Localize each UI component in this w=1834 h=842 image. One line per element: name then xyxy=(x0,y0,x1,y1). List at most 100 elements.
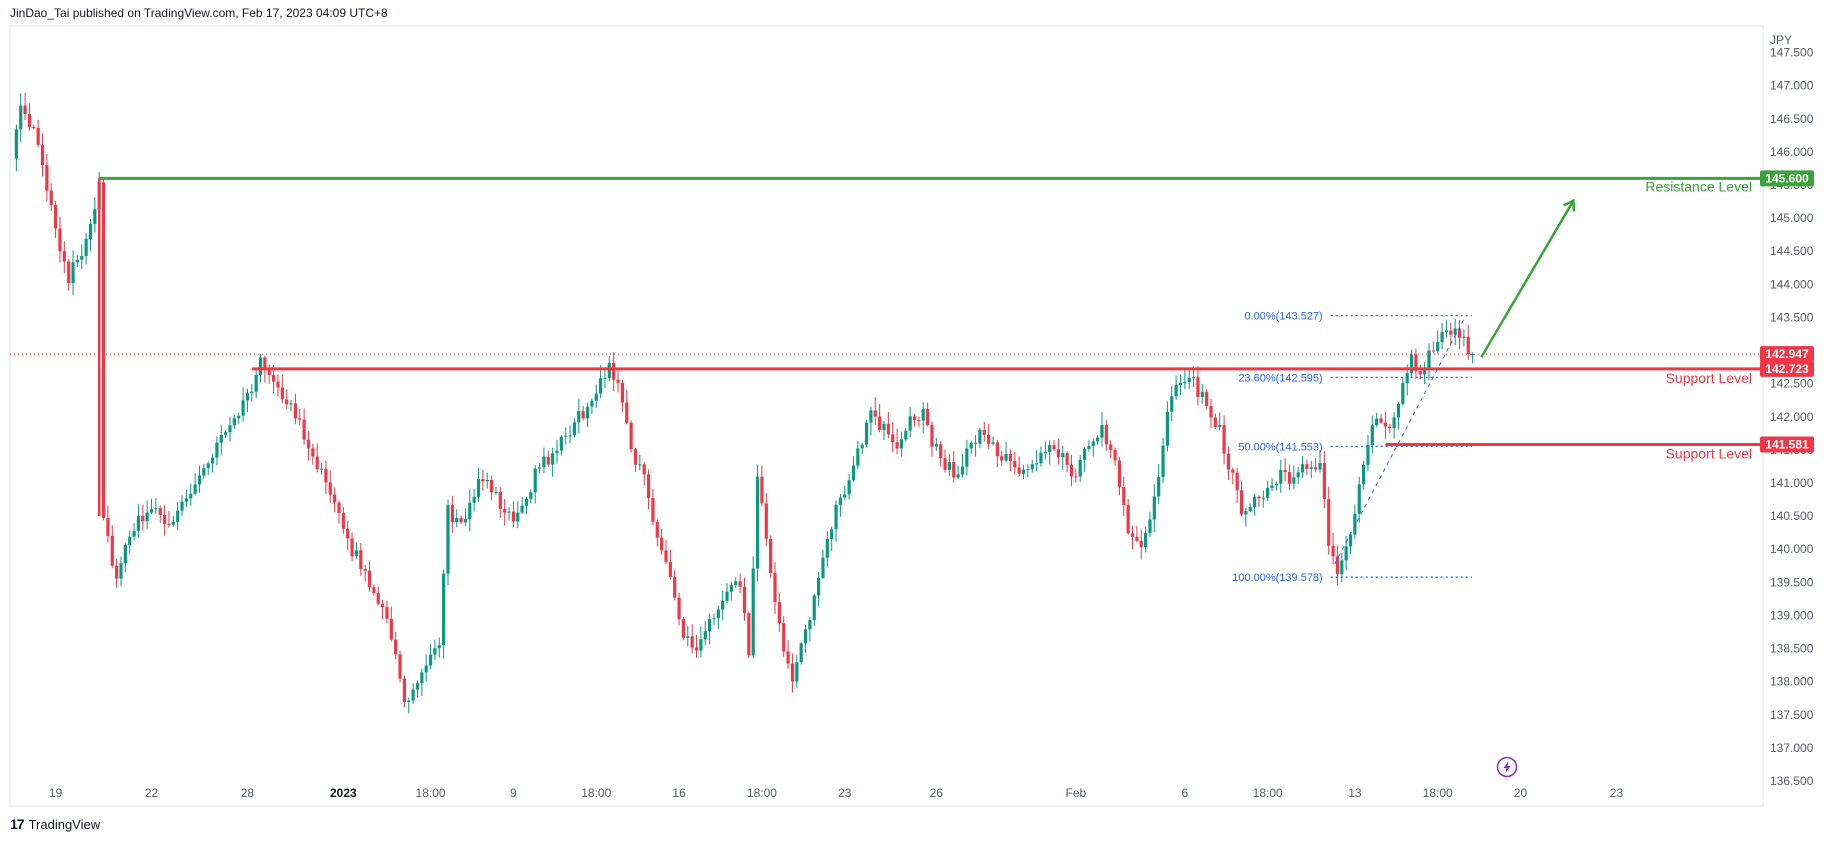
candle-body xyxy=(1104,425,1108,445)
candle-body xyxy=(1471,353,1475,355)
candle-body xyxy=(1165,411,1169,446)
candle-body xyxy=(1375,418,1379,426)
candle-body xyxy=(145,512,149,522)
candle-body xyxy=(1218,425,1222,427)
x-tick-label: 18:00 xyxy=(1253,786,1283,800)
candle-body xyxy=(1444,330,1449,333)
candle-body xyxy=(594,393,598,401)
x-tick-label: 26 xyxy=(930,786,944,800)
tradingview-logo[interactable]: 17 TradingView xyxy=(10,816,100,832)
candle-body xyxy=(1078,459,1082,477)
x-tick-label: 19 xyxy=(49,786,63,800)
candle-body xyxy=(1144,533,1148,548)
candle-body xyxy=(324,468,328,483)
candle-body xyxy=(389,618,393,640)
candle-body xyxy=(289,403,293,405)
candle-body xyxy=(1113,449,1117,461)
price-badge xyxy=(1760,360,1814,377)
candle-body xyxy=(987,434,991,444)
candle-body xyxy=(267,369,271,375)
candle-body xyxy=(612,362,616,380)
candle-body xyxy=(372,587,376,594)
candle-body xyxy=(577,411,581,423)
candle-body xyxy=(516,512,520,522)
fib-level-label: 100.00%(139.578) xyxy=(1232,572,1323,584)
candle-body xyxy=(725,591,729,601)
candle-body xyxy=(272,374,276,382)
candle-body xyxy=(455,518,459,523)
candle-body xyxy=(428,654,433,666)
candle-body xyxy=(171,521,175,525)
candle-body xyxy=(1457,328,1462,338)
y-tick-label: 146.000 xyxy=(1770,145,1814,159)
candle-body xyxy=(616,379,620,383)
candle-body xyxy=(407,700,411,702)
candle-body xyxy=(123,545,127,564)
y-tick-label: 140.000 xyxy=(1770,542,1814,556)
price-axis[interactable]: 136.500 137.000 137.500 138.000 138.500 139.0… xyxy=(1770,46,1814,788)
x-tick-label: 9 xyxy=(510,786,517,800)
candle-body xyxy=(1292,477,1296,484)
candle-body xyxy=(359,550,363,569)
candle-body xyxy=(14,129,18,159)
candle-body xyxy=(926,409,930,426)
x-tick-label: 18:00 xyxy=(747,786,777,800)
y-tick-label: 144.000 xyxy=(1770,277,1814,291)
candle-body xyxy=(537,467,542,469)
candle-body xyxy=(446,505,450,574)
candle-body xyxy=(1388,426,1392,429)
candle-body xyxy=(712,618,716,620)
candle-body xyxy=(1000,456,1004,461)
candle-body xyxy=(215,442,219,458)
candle-body xyxy=(742,587,747,614)
candle-body xyxy=(1279,470,1283,484)
candle-body xyxy=(629,422,633,450)
projection-arrow-line xyxy=(1480,198,1576,358)
candle-body xyxy=(934,444,938,447)
candle-body xyxy=(1392,417,1396,429)
lightning-icon[interactable] xyxy=(1496,756,1518,778)
candle-body xyxy=(276,381,280,388)
candle-body xyxy=(136,515,141,531)
price-badge xyxy=(1760,170,1814,187)
candle-body xyxy=(250,391,254,394)
candle-body xyxy=(1056,449,1060,458)
candle-body xyxy=(1082,448,1087,460)
candle-body xyxy=(1065,453,1069,465)
time-axis[interactable]: 19 22 28 2023 18:00 9 18:00 16 18:00 23 26 Feb 6 18:0… xyxy=(49,786,1624,800)
candle-body xyxy=(1157,477,1161,497)
candle-body xyxy=(568,435,572,437)
y-tick-label: 137.000 xyxy=(1770,741,1814,755)
candle-body xyxy=(1226,453,1231,470)
candle-body xyxy=(834,504,838,530)
candle-body xyxy=(180,501,184,511)
candle-body xyxy=(49,190,53,205)
candle-body xyxy=(424,665,428,673)
candle-body xyxy=(668,561,672,578)
candle-body xyxy=(1035,463,1039,465)
candle-body xyxy=(1436,342,1440,352)
fib-level-label: 0.00%(143.527) xyxy=(1244,311,1322,323)
candle-body xyxy=(158,508,162,516)
support-level-label: Support Level xyxy=(1666,446,1752,462)
candle-body xyxy=(119,563,123,579)
candle-body xyxy=(167,523,171,525)
candle-body xyxy=(795,662,799,682)
candle-body xyxy=(1148,519,1152,534)
candle-body xyxy=(1100,425,1104,438)
support-level-label: Support Level xyxy=(1666,370,1752,386)
x-tick-label: 20 xyxy=(1514,786,1528,800)
y-tick-label: 138.000 xyxy=(1770,675,1814,689)
candle-body xyxy=(1231,469,1235,473)
candle-body xyxy=(1453,328,1457,335)
candle-body xyxy=(315,456,319,470)
candle-body xyxy=(1196,377,1200,397)
candle-body xyxy=(58,228,62,252)
candle-body xyxy=(27,114,32,127)
candle-body xyxy=(1026,469,1030,471)
candle-body xyxy=(507,511,511,513)
candle-body xyxy=(298,418,302,420)
candle-body xyxy=(463,519,468,523)
candle-body xyxy=(224,432,228,435)
